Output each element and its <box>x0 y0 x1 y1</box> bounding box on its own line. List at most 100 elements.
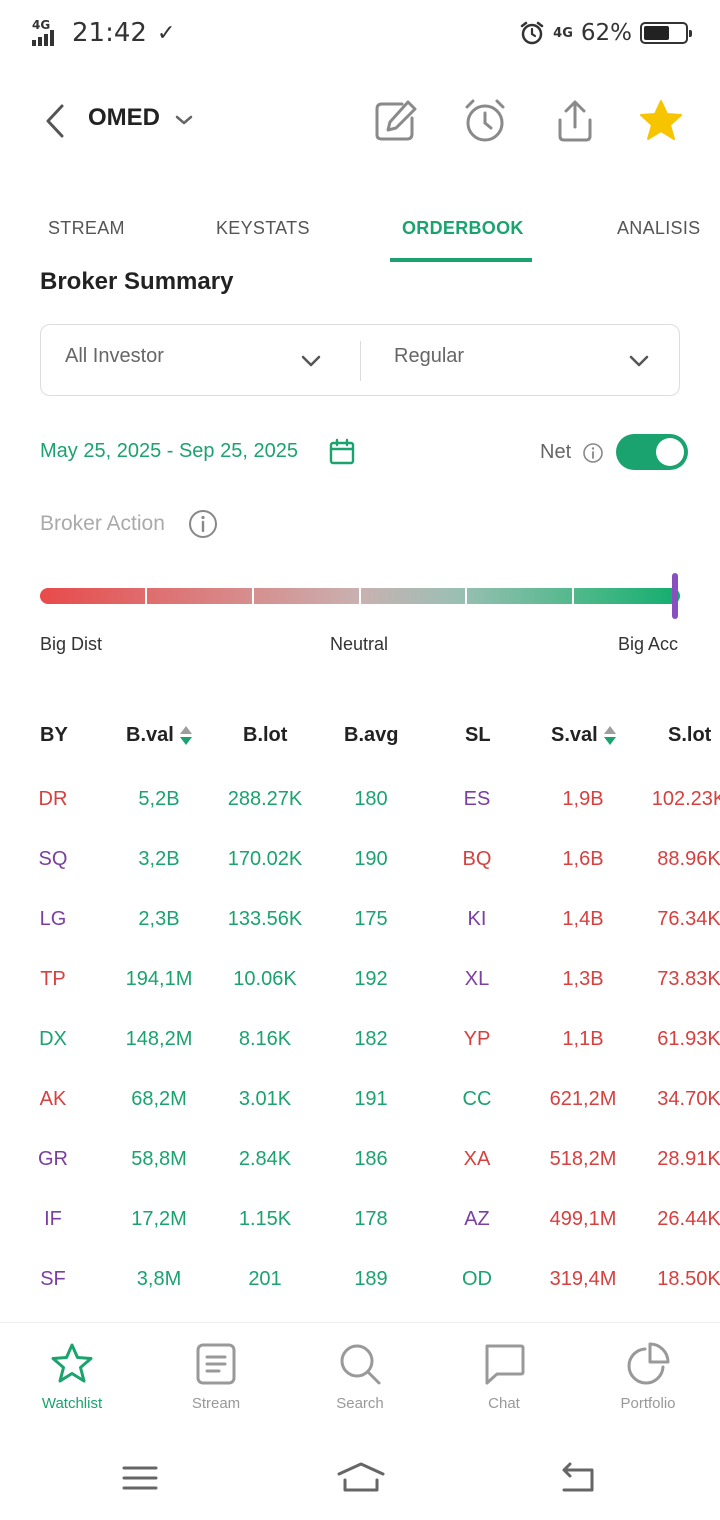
col-header-bval-label: B.val <box>126 724 174 746</box>
cell-seller[interactable]: OD <box>462 1268 492 1290</box>
cell-buyer[interactable]: IF <box>44 1208 62 1230</box>
cell-buy-avg: 189 <box>354 1268 388 1290</box>
star-icon[interactable] <box>638 98 684 144</box>
home-icon[interactable] <box>336 1460 386 1496</box>
chevron-down-icon[interactable] <box>627 349 651 373</box>
cell-sell-value: 621,2M <box>549 1088 617 1110</box>
bottom-nav: Watchlist Stream Search Chat Portfolio <box>0 1322 720 1430</box>
cell-buy-avg: 192 <box>354 968 388 990</box>
alarm-icon[interactable] <box>462 98 508 144</box>
active-tab-indicator <box>390 258 532 262</box>
broker-action-gauge <box>40 588 680 604</box>
col-header-sval[interactable]: S.val <box>551 724 616 747</box>
cell-buyer[interactable]: TP <box>40 968 66 990</box>
network-type: 4G <box>32 18 51 32</box>
sort-icon[interactable] <box>603 725 616 746</box>
info-icon[interactable] <box>582 442 604 464</box>
col-header-sval-label: S.val <box>551 724 598 746</box>
cell-seller[interactable]: BQ <box>462 848 492 870</box>
share-icon[interactable] <box>552 98 598 144</box>
cell-sell-value: 319,4M <box>549 1268 617 1290</box>
filter-divider <box>360 341 361 381</box>
nav-label: Search <box>336 1395 384 1412</box>
filter-box: All Investor Regular <box>40 324 680 396</box>
cell-buyer[interactable]: DR <box>38 788 68 810</box>
cell-buyer[interactable]: LG <box>39 908 67 930</box>
stock-header: OMED <box>0 86 720 156</box>
status-left: 4G 21:42 ✓ <box>32 16 175 50</box>
cell-sell-value: 1,4B <box>562 908 604 930</box>
cell-buy-value: 5,2B <box>138 788 180 810</box>
col-header-by: BY <box>40 724 68 746</box>
investor-select[interactable]: All Investor <box>65 345 164 367</box>
col-header-bval[interactable]: B.val <box>126 724 192 747</box>
tab-keystats[interactable]: KEYSTATS <box>216 218 310 238</box>
cell-buy-value: 2,3B <box>138 908 180 930</box>
download-done-icon: ✓ <box>156 20 176 45</box>
cell-seller[interactable]: ES <box>463 788 491 810</box>
cell-sell-value: 518,2M <box>549 1148 617 1170</box>
calendar-icon[interactable] <box>328 438 356 466</box>
cell-buyer[interactable]: AK <box>39 1088 67 1110</box>
cell-sell-lot: 76.34K <box>657 908 720 930</box>
gauge-separator <box>572 588 574 604</box>
cell-seller[interactable]: CC <box>462 1088 492 1110</box>
cell-buyer[interactable]: DX <box>39 1028 67 1050</box>
date-range[interactable]: May 25, 2025 - Sep 25, 2025 <box>40 440 298 462</box>
cell-buy-value: 3,8M <box>136 1268 182 1290</box>
chevron-down-icon[interactable] <box>172 108 196 132</box>
battery-percent: 62% <box>580 20 632 46</box>
broker-action-label: Broker Action <box>40 512 165 535</box>
system-nav-bar <box>0 1440 720 1520</box>
cell-buyer[interactable]: SF <box>40 1268 66 1290</box>
cell-seller[interactable]: XL <box>464 968 490 990</box>
cell-sell-value: 1,3B <box>562 968 604 990</box>
back-nav-icon[interactable] <box>556 1460 600 1496</box>
cell-seller[interactable]: KI <box>467 908 487 930</box>
info-icon[interactable] <box>188 509 218 539</box>
nav-label: Watchlist <box>41 1395 103 1412</box>
gauge-label-left: Big Dist <box>40 634 103 654</box>
tab-analisis[interactable]: ANALISIS <box>617 218 701 238</box>
nav-watchlist[interactable]: Watchlist <box>12 1341 132 1431</box>
tab-orderbook[interactable]: ORDERBOOK <box>402 218 524 238</box>
nav-search[interactable]: Search <box>300 1341 420 1431</box>
cell-buyer[interactable]: GR <box>38 1148 68 1170</box>
nav-chat[interactable]: Chat <box>444 1341 564 1431</box>
tab-stream[interactable]: STREAM <box>48 218 125 238</box>
cell-buy-lot: 170.02K <box>227 848 303 870</box>
gauge-separator <box>252 588 254 604</box>
net-toggle[interactable] <box>616 434 688 470</box>
cell-seller[interactable]: AZ <box>464 1208 490 1230</box>
nav-stream[interactable]: Stream <box>156 1341 276 1431</box>
cell-seller[interactable]: YP <box>463 1028 491 1050</box>
menu-icon[interactable] <box>118 1460 162 1496</box>
back-arrow-icon[interactable] <box>40 102 72 140</box>
cell-buy-lot: 1.15K <box>238 1208 292 1230</box>
cell-sell-value: 1,1B <box>562 1028 604 1050</box>
status-bar: 4G 21:42 ✓ 4G 62% <box>0 0 720 66</box>
gauge-marker <box>672 573 678 619</box>
network-type-right: 4G <box>553 25 573 41</box>
col-header-sl: SL <box>465 724 491 746</box>
market-select[interactable]: Regular <box>394 345 465 367</box>
sort-icon[interactable] <box>179 725 192 746</box>
cell-buy-avg: 178 <box>354 1208 388 1230</box>
cell-buy-lot: 133.56K <box>227 908 303 930</box>
cell-buy-value: 148,2M <box>125 1028 193 1050</box>
nav-portfolio[interactable]: Portfolio <box>588 1341 708 1431</box>
cell-sell-lot: 18.50K <box>657 1268 720 1290</box>
clock: 21:42 <box>72 18 147 48</box>
cell-buy-value: 194,1M <box>125 968 193 990</box>
cell-sell-value: 1,6B <box>562 848 604 870</box>
edit-icon[interactable] <box>372 98 418 144</box>
nav-label: Chat <box>488 1395 520 1412</box>
cell-sell-lot: 28.91K <box>657 1148 720 1170</box>
cell-sell-lot: 26.44K <box>657 1208 720 1230</box>
chevron-down-icon[interactable] <box>299 349 323 373</box>
chat-bubble-icon <box>485 1344 525 1385</box>
cell-buy-avg: 191 <box>354 1088 388 1110</box>
cell-seller[interactable]: XA <box>463 1148 491 1170</box>
ticker-symbol[interactable]: OMED <box>88 104 160 131</box>
cell-buyer[interactable]: SQ <box>38 848 68 870</box>
